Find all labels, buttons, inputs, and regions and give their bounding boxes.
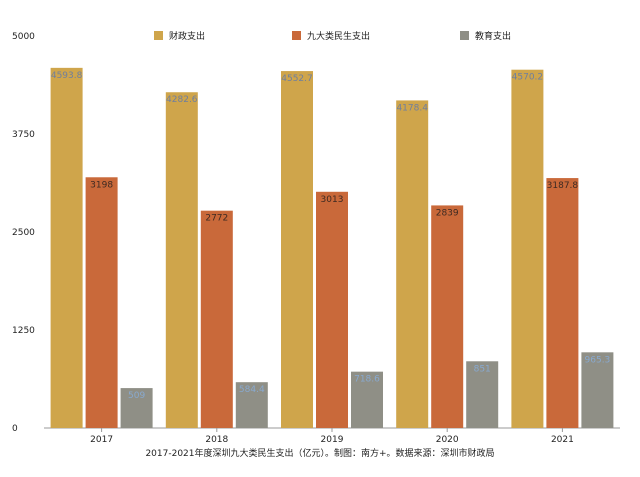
x-axis: 2017 2018 2019 2020 2021 (90, 428, 574, 445)
data-label: 2839 (436, 208, 459, 218)
legend: 财政支出 九大类民生支出 教育支出 (154, 30, 511, 42)
bar-0-2020 (396, 100, 429, 428)
data-label: 3198 (90, 180, 113, 190)
data-label: 4282.6 (166, 95, 198, 105)
bar-2-2019 (351, 371, 383, 428)
data-label: 851 (474, 364, 491, 374)
bar-2-2020 (466, 361, 499, 428)
bars: 4593.8 3198 509 4282.6 2772 584.4 4552.7 3013 71… (50, 67, 614, 429)
bar-0-2021 (511, 69, 544, 428)
bar-1-2021 (546, 178, 579, 428)
y-axis-ticks: 0 1250 2500 3750 5000 (12, 32, 35, 434)
data-label: 965.3 (585, 355, 611, 365)
bar-1-2017 (85, 177, 118, 428)
x-tick-label: 2018 (205, 435, 228, 445)
bar-1-2020 (431, 205, 464, 428)
legend-label: 教育支出 (475, 30, 511, 42)
x-tick-label: 2019 (321, 435, 344, 445)
bar-0-2019 (281, 71, 313, 428)
data-label: 509 (128, 391, 145, 401)
y-tick-label: 0 (12, 424, 18, 434)
data-label: 4552.7 (281, 74, 313, 84)
y-tick-label: 3750 (12, 130, 35, 140)
bar-0-2017 (50, 67, 83, 429)
legend-label: 九大类民生支出 (307, 30, 370, 42)
bar-2-2017 (120, 388, 153, 428)
y-tick-label: 1250 (12, 326, 35, 336)
legend-label: 财政支出 (169, 30, 205, 42)
data-label: 3187.8 (547, 181, 579, 191)
data-label: 718.6 (354, 375, 380, 385)
bar-1-2018 (200, 210, 233, 428)
data-label: 4178.4 (396, 103, 428, 113)
bar-2-2021 (581, 352, 614, 428)
bar-1-2019 (316, 191, 348, 428)
bar-2-2018 (235, 382, 268, 428)
data-label: 3013 (321, 195, 344, 205)
legend-swatch (154, 31, 163, 40)
data-label: 4570.2 (512, 73, 544, 83)
x-tick-label: 2020 (436, 435, 459, 445)
data-label: 2772 (205, 214, 228, 224)
y-tick-label: 5000 (12, 32, 35, 42)
data-label: 4593.8 (51, 71, 83, 81)
y-tick-label: 2500 (12, 228, 35, 238)
chart-caption: 2017-2021年度深圳九大类民生支出（亿元）。制图：南方+。数据来源：深圳市… (145, 447, 494, 459)
x-tick-label: 2017 (90, 435, 113, 445)
legend-swatch (460, 31, 469, 40)
bar-0-2018 (165, 92, 198, 428)
data-label: 584.4 (239, 385, 265, 395)
x-tick-label: 2021 (551, 435, 574, 445)
legend-swatch (292, 31, 301, 40)
